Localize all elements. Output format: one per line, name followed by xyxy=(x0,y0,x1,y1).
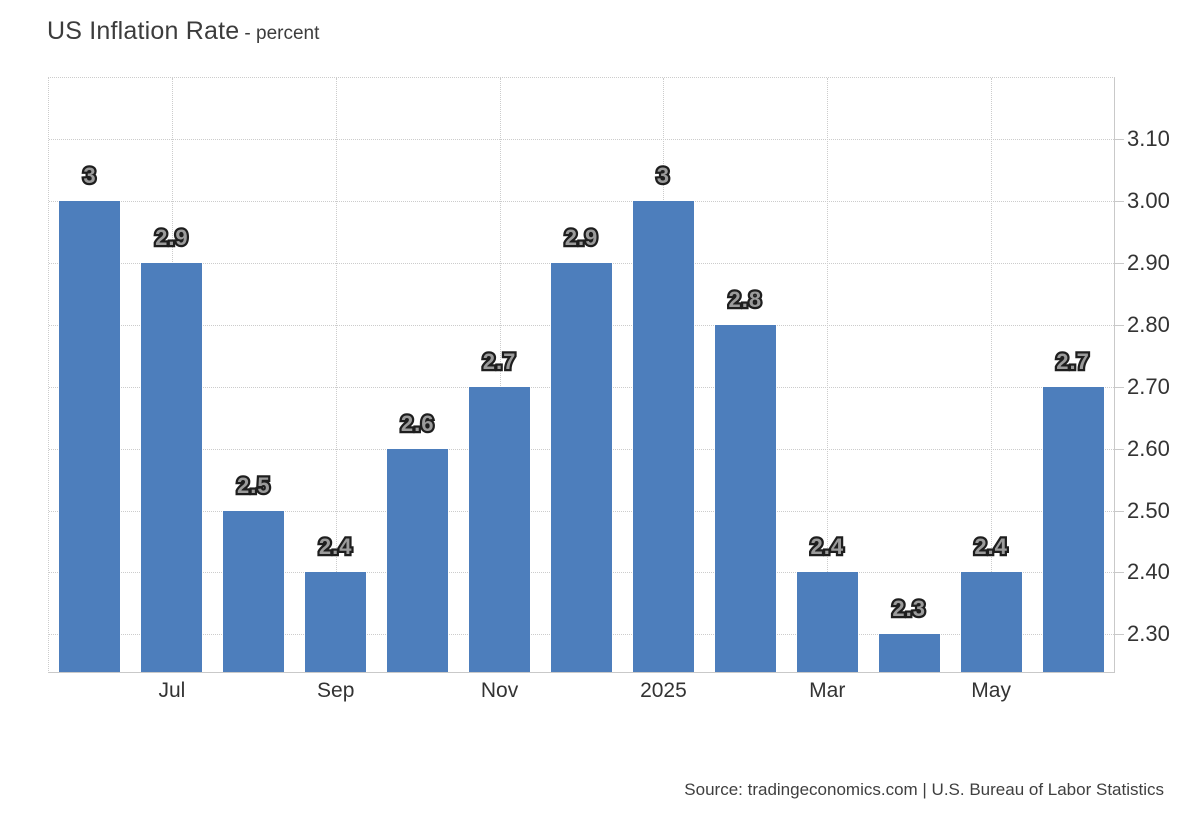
y-tick-label: 2.90 xyxy=(1127,250,1170,275)
bar[interactable] xyxy=(469,386,531,672)
y-tick-mark xyxy=(1114,634,1124,636)
bar-value-label: 2.4 xyxy=(810,536,844,559)
x-gridline xyxy=(991,78,993,672)
y-tick-mark xyxy=(1114,386,1124,388)
y-tick-mark xyxy=(1114,263,1124,264)
x-gridline xyxy=(499,78,501,672)
x-tick-label: Jul xyxy=(158,679,186,702)
bar[interactable] xyxy=(141,263,203,672)
y-tick-label: 2.40 xyxy=(1127,559,1170,585)
bar[interactable] xyxy=(714,324,776,672)
bar-value-label: 2.8 xyxy=(729,288,763,311)
bar-value-label: 2.7 xyxy=(483,350,517,373)
y-tick-mark xyxy=(1114,510,1124,512)
bar-value-label: 3 xyxy=(657,165,671,188)
chart-subtitle: - percent xyxy=(244,23,320,44)
bar[interactable] xyxy=(305,572,367,672)
plot-area: 3.10 3.00 2.90 2.80 2.70 2.60 2.50 2.40 2.30 Jul S… xyxy=(48,77,1170,701)
x-gridline xyxy=(335,78,337,672)
bar[interactable] xyxy=(387,448,449,672)
bar-value-label: 3 xyxy=(83,165,97,188)
bar[interactable] xyxy=(878,634,940,672)
y-tick-label: 2.60 xyxy=(1127,435,1170,461)
bar[interactable] xyxy=(1042,386,1104,672)
y-tick-label: 2.50 xyxy=(1127,497,1170,523)
chart-title-row: US Inflation Rate - percent xyxy=(47,17,319,46)
y-tick-label: 2.70 xyxy=(1127,373,1170,399)
bar[interactable] xyxy=(960,572,1022,672)
bar[interactable] xyxy=(223,510,285,672)
bar-value-label: 2.6 xyxy=(401,412,435,435)
y-tick-label: 2.30 xyxy=(1127,621,1170,647)
x-gridline xyxy=(827,78,829,672)
y-gridline xyxy=(49,139,1114,141)
bar[interactable] xyxy=(796,572,858,672)
x-tick-label: Mar xyxy=(809,679,846,702)
x-tick-label: 2025 xyxy=(640,679,687,702)
bar-value-label: 2.7 xyxy=(1056,350,1090,373)
bar[interactable] xyxy=(632,201,694,672)
bar-value-label: 2.9 xyxy=(155,227,189,250)
y-tick-label: 2.80 xyxy=(1127,311,1170,337)
x-tick-label: Nov xyxy=(480,679,519,702)
y-tick-mark xyxy=(1114,572,1124,574)
y-tick-mark xyxy=(1114,201,1124,203)
bar-value-label: 2.4 xyxy=(974,536,1008,559)
y-tick-label: 3.00 xyxy=(1127,188,1170,214)
y-gridline xyxy=(49,201,1114,203)
x-tick-label: Sep xyxy=(317,679,355,702)
y-tick-mark xyxy=(1114,448,1124,450)
y-tick-label: 3.10 xyxy=(1127,126,1170,152)
y-tick-mark xyxy=(1114,324,1124,326)
bar-value-label: 2.5 xyxy=(237,474,271,497)
bar-value-label: 2.9 xyxy=(565,227,599,250)
bar[interactable] xyxy=(551,263,612,672)
x-tick-label: May xyxy=(971,679,1011,702)
bar-value-label: 2.3 xyxy=(892,598,926,621)
source-attribution: Source: tradingeconomics.com | U.S. Bure… xyxy=(684,780,1164,799)
chart-title: US Inflation Rate xyxy=(47,17,240,45)
bar-value-label: 2.4 xyxy=(319,536,353,559)
bar[interactable] xyxy=(59,201,121,672)
y-tick-mark xyxy=(1114,139,1124,141)
